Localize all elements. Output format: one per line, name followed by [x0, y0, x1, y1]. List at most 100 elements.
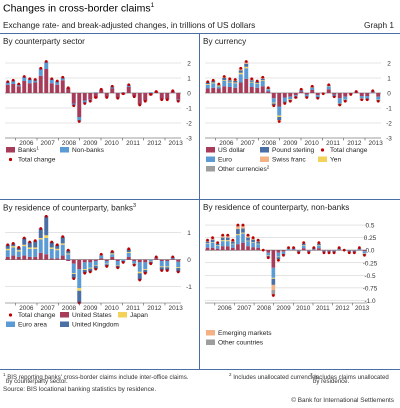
bar-segment	[225, 236, 230, 238]
bar-segment	[244, 62, 249, 64]
bar-segment	[60, 77, 65, 81]
bar-segment	[143, 93, 148, 101]
bar-segment	[143, 269, 148, 270]
total-change-marker	[332, 95, 336, 99]
total-change-marker	[165, 98, 169, 102]
bar-segment	[236, 234, 240, 236]
total-change-marker	[99, 87, 103, 91]
total-change-marker	[241, 223, 245, 227]
bar-segment	[210, 247, 215, 251]
total-change-marker	[282, 253, 285, 257]
total-change-marker	[39, 66, 43, 70]
bar-segment	[317, 245, 321, 246]
bar-segment	[271, 103, 276, 105]
bar-segment	[205, 82, 210, 84]
bar-segment	[33, 82, 38, 93]
total-change-marker	[121, 92, 125, 96]
bar-segment	[22, 237, 27, 245]
page-title-text: Changes in cross-border claims	[3, 2, 151, 15]
bar-segment	[55, 244, 60, 249]
x-tick-label: 2009	[83, 305, 98, 312]
bar-segment	[241, 232, 245, 234]
total-change-marker	[132, 95, 136, 99]
total-change-marker	[376, 99, 380, 103]
bar-segment	[238, 69, 243, 71]
bar-segment	[317, 243, 321, 246]
bar-segment	[137, 273, 142, 280]
footnote-3: 3 Includes claims unallocated	[310, 371, 389, 381]
footnote-2-num: 2	[229, 372, 232, 377]
bar-segment	[93, 93, 98, 99]
bar-segment	[38, 68, 43, 76]
bar-segment	[11, 80, 16, 84]
bar-segment	[327, 250, 331, 252]
total-change-marker	[327, 83, 331, 87]
bar-segment	[271, 284, 276, 290]
bar-segment	[33, 248, 38, 257]
bar-segment	[332, 250, 336, 252]
bar-segment	[27, 83, 32, 93]
bar-segment	[231, 241, 235, 244]
bar-segment	[93, 92, 98, 93]
bar-segment	[211, 87, 216, 93]
bar-segment	[326, 86, 331, 90]
bar-segment	[33, 79, 38, 83]
bar-segment	[322, 250, 326, 252]
bar-segment	[222, 86, 227, 93]
bar-segment	[60, 255, 65, 260]
legend-label: Pound sterling	[272, 147, 314, 154]
row-divider	[0, 199, 400, 200]
footnote-3-cont-text: by residence.	[313, 378, 350, 385]
x-tick-label: 2013	[169, 140, 184, 147]
bar-segment	[236, 235, 240, 245]
bar-segment	[55, 84, 60, 93]
x-tick-label: 2007	[41, 140, 56, 147]
x-tick-label: 2012	[347, 140, 362, 147]
total-change-marker	[343, 99, 347, 103]
bar-segment	[304, 93, 309, 95]
bar-segment	[110, 88, 115, 93]
bar-segment	[115, 261, 120, 266]
y-tick-label: -3	[186, 136, 192, 143]
x-tick-label: 2012	[147, 305, 162, 312]
bar-segment	[44, 237, 49, 255]
bar-segment	[352, 250, 357, 251]
legend-swatch	[260, 156, 269, 162]
y-tick-label: 0	[187, 257, 191, 264]
page-title-note: 1	[150, 2, 155, 9]
bar-segment	[286, 249, 291, 251]
header-rule	[0, 33, 400, 34]
bar-segment	[322, 250, 326, 251]
panel-title-banks-text: By residence of counterparty, banks	[3, 203, 134, 213]
bar-segment	[110, 253, 115, 255]
total-change-marker	[347, 251, 351, 255]
bar-segment	[288, 93, 293, 97]
y-tick-label: -2	[386, 121, 392, 128]
bar-segment	[16, 86, 21, 93]
bar-segment	[220, 236, 225, 238]
bar-segment	[170, 257, 175, 260]
panel-title-currency-text: By currency	[203, 37, 247, 46]
bar-segment	[11, 246, 16, 248]
bar-segment	[5, 84, 10, 93]
bar-segment	[5, 256, 10, 260]
total-change-marker	[338, 103, 342, 107]
bar-segment	[22, 76, 27, 81]
total-change-marker	[255, 79, 259, 83]
bar-segment	[225, 240, 230, 242]
bar-segment	[137, 259, 142, 263]
bar-segment	[27, 256, 32, 260]
total-change-marker	[226, 233, 230, 237]
total-change-marker	[77, 120, 81, 123]
total-change-marker	[116, 96, 120, 100]
bar-segment	[296, 250, 301, 252]
total-change-marker	[222, 75, 226, 78]
total-change-marker	[287, 246, 290, 250]
total-change-marker	[105, 96, 109, 99]
bar-segment	[362, 250, 367, 252]
legend-swatch	[206, 330, 215, 336]
y-tick-label: 2	[387, 61, 391, 68]
total-change-marker	[211, 236, 214, 240]
bar-segment	[299, 90, 304, 92]
bar-segment	[256, 243, 260, 245]
